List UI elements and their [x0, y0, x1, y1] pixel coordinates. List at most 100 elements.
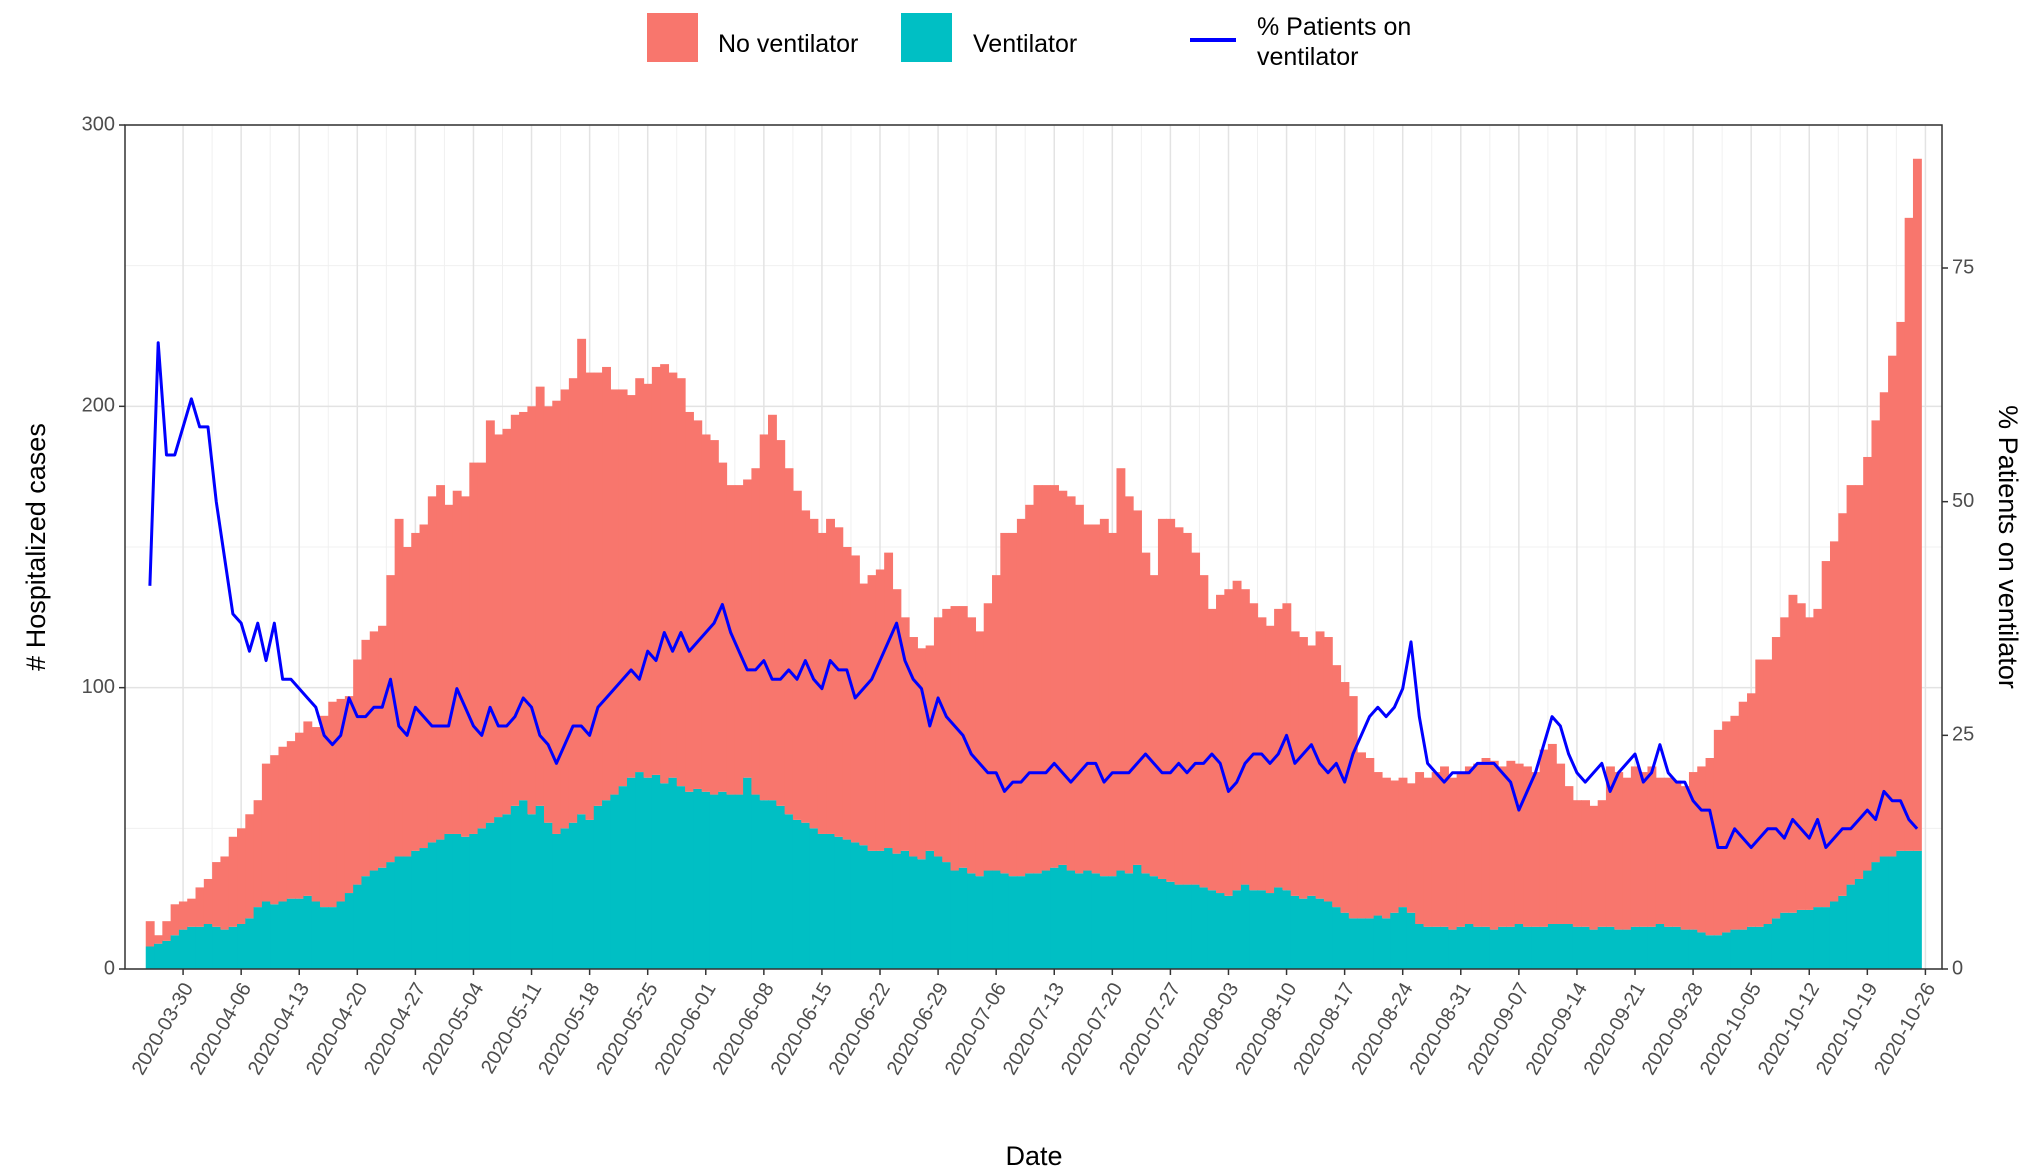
bar — [245, 918, 255, 969]
bar — [1672, 780, 1682, 927]
bar — [1780, 617, 1790, 913]
bar — [900, 850, 910, 969]
bar — [668, 372, 678, 778]
bar — [1688, 929, 1698, 969]
bar — [1191, 884, 1201, 969]
bar — [834, 836, 844, 969]
bar — [162, 940, 172, 969]
bar — [1879, 392, 1889, 857]
bar — [1199, 887, 1209, 969]
bar — [378, 625, 387, 868]
bar — [237, 828, 246, 924]
bar — [286, 741, 296, 899]
bar — [170, 904, 180, 936]
bar — [1240, 589, 1250, 885]
bar — [552, 833, 562, 969]
bar — [1680, 786, 1690, 930]
bar — [1224, 895, 1234, 969]
bar — [228, 926, 238, 969]
bar — [1630, 766, 1640, 927]
bar — [1805, 909, 1814, 969]
bar — [1249, 890, 1259, 969]
bar — [1871, 420, 1881, 863]
bar — [1448, 929, 1458, 969]
bar — [1274, 887, 1284, 969]
bar — [1838, 895, 1848, 969]
bar — [203, 923, 213, 969]
bar — [618, 786, 628, 969]
bar — [1489, 929, 1499, 969]
bar — [1771, 918, 1781, 969]
bar — [1805, 617, 1814, 910]
bar — [593, 372, 603, 806]
bar — [1108, 532, 1118, 877]
y2-axis-title: % Patients on ventilator — [1993, 405, 2023, 689]
bar — [319, 907, 329, 969]
bar — [1597, 800, 1607, 927]
bar — [975, 876, 985, 969]
bar — [676, 786, 686, 969]
bar — [278, 901, 288, 969]
bar — [784, 468, 794, 815]
bar — [568, 378, 578, 823]
bar — [801, 510, 811, 823]
bar — [1755, 926, 1765, 969]
bar — [759, 434, 769, 801]
bar — [1265, 893, 1275, 969]
bar — [519, 411, 528, 801]
bar — [162, 921, 172, 941]
bar — [950, 870, 960, 969]
bar — [1406, 783, 1416, 913]
bar — [1531, 772, 1541, 927]
bar — [1688, 772, 1698, 930]
bar — [1398, 777, 1408, 908]
bar — [319, 715, 329, 908]
bar — [776, 440, 786, 806]
bar — [1373, 915, 1383, 969]
bar — [1904, 217, 1914, 851]
bar — [610, 794, 620, 969]
bar — [1058, 490, 1068, 865]
legend-label: % Patients on ventilator — [1257, 13, 1412, 71]
bar — [734, 485, 744, 795]
y2-tick-label: 50 — [1952, 490, 1974, 512]
bar — [784, 814, 794, 969]
bar — [801, 822, 811, 969]
bar — [1348, 918, 1358, 969]
bar — [917, 859, 927, 969]
bar — [469, 833, 479, 969]
bar — [1539, 749, 1549, 927]
bar — [1390, 780, 1400, 913]
bar — [1207, 890, 1217, 969]
bar — [1464, 766, 1474, 924]
bar — [1614, 929, 1624, 969]
bar — [1016, 876, 1026, 969]
bar — [1216, 594, 1225, 894]
bar — [344, 893, 354, 969]
bar — [1224, 589, 1234, 896]
bar — [1074, 873, 1084, 969]
bar — [402, 856, 412, 969]
bar — [1763, 659, 1773, 924]
bar — [394, 856, 404, 969]
bar — [1854, 485, 1864, 879]
bar — [626, 395, 636, 778]
bar — [867, 575, 877, 851]
bar — [1655, 777, 1665, 924]
bar — [461, 496, 470, 837]
bar — [1879, 856, 1889, 969]
bar — [1730, 929, 1740, 969]
bar — [237, 923, 246, 969]
bar — [220, 929, 230, 969]
bar — [1581, 800, 1590, 927]
bar — [1066, 496, 1076, 871]
bar — [187, 898, 197, 927]
bar — [1572, 800, 1582, 927]
bar — [892, 589, 902, 854]
bar — [1365, 758, 1375, 919]
bar — [178, 929, 188, 969]
bar — [1572, 926, 1582, 969]
bar — [1257, 890, 1267, 969]
bar — [1912, 850, 1922, 969]
